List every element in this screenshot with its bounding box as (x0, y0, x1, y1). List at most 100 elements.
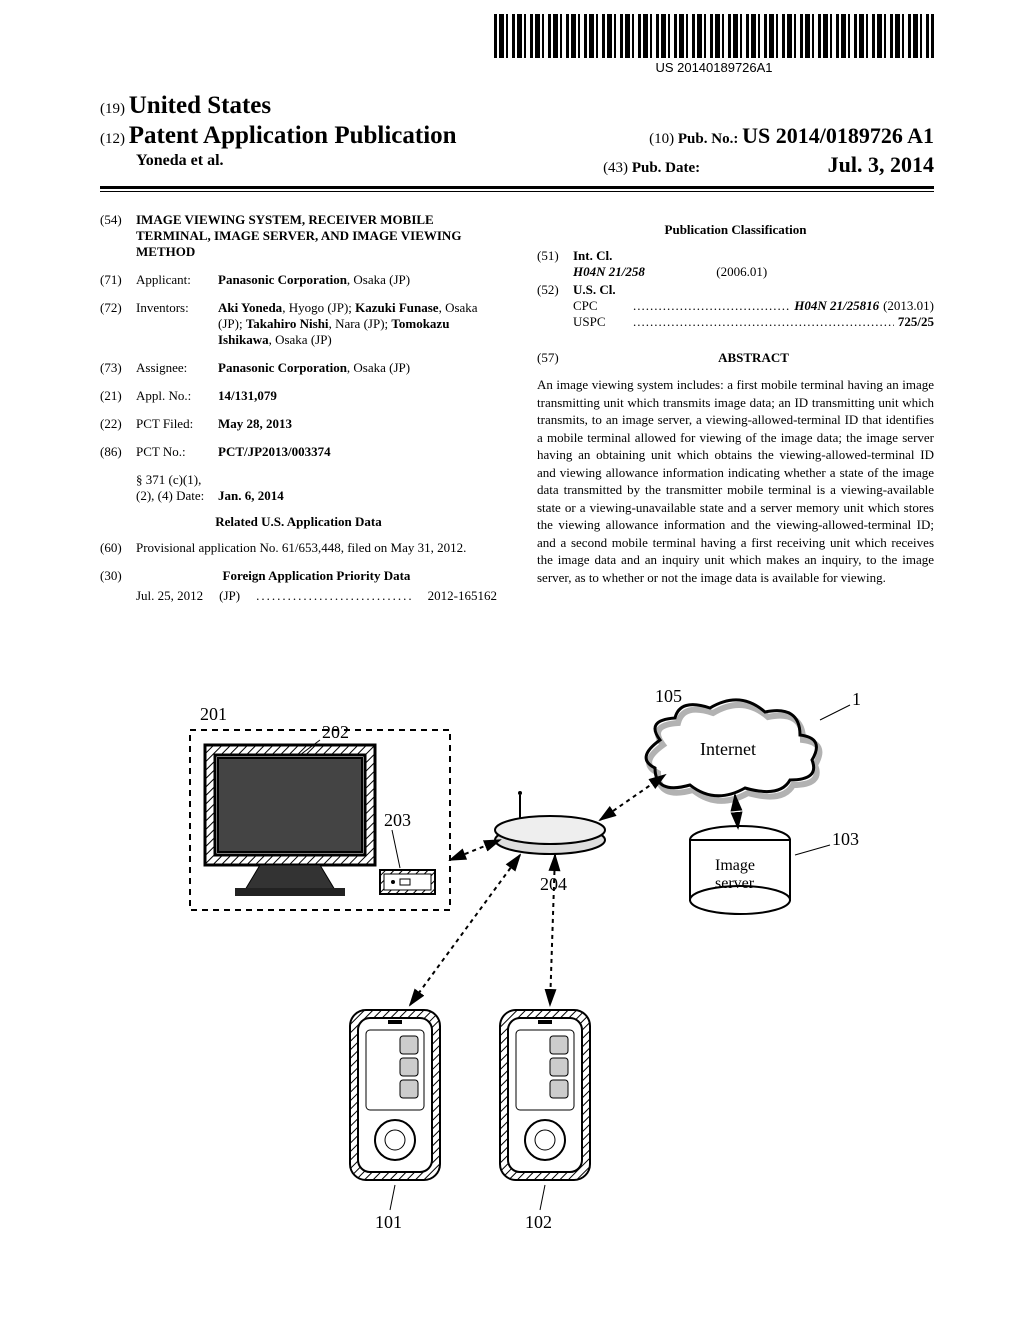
applno-label: Appl. No.: (136, 388, 218, 404)
document-header: (19) United States (12) Patent Applicati… (100, 92, 934, 192)
foreign-number: 2012-165162 (428, 588, 497, 604)
label-202: 202 (322, 722, 349, 742)
pubno-value: US 2014/0189726 A1 (742, 123, 934, 148)
country-code: (19) (100, 101, 125, 117)
foreign-country: (JP) (219, 588, 240, 604)
title-value: IMAGE VIEWING SYSTEM, RECEIVER MOBILE TE… (136, 212, 497, 260)
inventors-value: Aki Yoneda, Hyogo (JP); Kazuki Funase, O… (218, 300, 497, 348)
intcl-version: (2006.01) (716, 264, 767, 279)
bibliographic-columns: (54) IMAGE VIEWING SYSTEM, RECEIVER MOBI… (100, 212, 934, 604)
field-title: (54) IMAGE VIEWING SYSTEM, RECEIVER MOBI… (100, 212, 497, 260)
field-pctno: (86) PCT No.: PCT/JP2013/003374 (100, 444, 497, 460)
label-201: 201 (200, 704, 227, 724)
phone-icon-2 (500, 1010, 590, 1180)
abstract-heading-row: (57) ABSTRACT (537, 350, 934, 366)
field-foreign-heading: (30) Foreign Application Priority Data (100, 568, 497, 584)
field-applicant: (71) Applicant: Panasonic Corporation, O… (100, 272, 497, 288)
divider-thin (100, 191, 934, 192)
pubno-block: (10) Pub. No.: US 2014/0189726 A1 (649, 123, 934, 149)
assignee-value: Panasonic Corporation, Osaka (JP) (218, 360, 497, 376)
foreign-heading: Foreign Application Priority Data (136, 568, 497, 584)
provisional-text: Provisional application No. 61/653,448, … (136, 540, 497, 556)
barcode-graphic (494, 14, 934, 58)
pctfiled-code: (22) (100, 416, 136, 432)
left-column: (54) IMAGE VIEWING SYSTEM, RECEIVER MOBI… (100, 212, 497, 604)
label-203: 203 (384, 810, 411, 830)
label-server-1: Image (715, 857, 755, 874)
doc-kind-block: (12) Patent Application Publication (100, 122, 457, 150)
field-inventors: (72) Inventors: Aki Yoneda, Hyogo (JP); … (100, 300, 497, 348)
applno-value: 14/131,079 (218, 388, 497, 404)
s371-label: § 371 (c)(1), (2), (4) Date: (136, 472, 218, 504)
label-internet: Internet (700, 739, 756, 759)
field-pctfiled: (22) PCT Filed: May 28, 2013 (100, 416, 497, 432)
tv-icon (205, 745, 375, 896)
applno-code: (21) (100, 388, 136, 404)
field-applno: (21) Appl. No.: 14/131,079 (100, 388, 497, 404)
uscl-code: (52) (537, 282, 573, 330)
svg-text:server: server (715, 875, 755, 892)
pctno-label: PCT No.: (136, 444, 218, 460)
pubno-code: (10) (649, 131, 674, 147)
pctfiled-value: May 28, 2013 (218, 416, 497, 432)
intcl-class: H04N 21/258 (573, 264, 645, 279)
pubdate-value: Jul. 3, 2014 (828, 152, 934, 177)
pubdate-code: (43) (603, 160, 628, 176)
foreign-code: (30) (100, 568, 136, 584)
phone-icon-1 (350, 1010, 440, 1180)
applicant-value: Panasonic Corporation, Osaka (JP) (218, 272, 497, 288)
uscl-label: U.S. Cl. (573, 282, 616, 297)
assignee-label: Assignee: (136, 360, 218, 376)
header-country-row: (19) United States (100, 92, 934, 120)
cpc-row: CPC H04N 21/25816 (2013.01) (573, 298, 934, 314)
abstract-code: (57) (537, 350, 573, 366)
country-name: United States (129, 92, 271, 119)
field-intcl: (51) Int. Cl. H04N 21/258 (2006.01) (537, 248, 934, 280)
applicant-label: Applicant: (136, 272, 218, 288)
stb-icon (380, 870, 435, 894)
router-icon (495, 791, 605, 854)
inventor-short: Yoneda et al. (100, 152, 224, 178)
intcl-label: Int. Cl. (573, 248, 612, 263)
doc-kind-code: (12) (100, 131, 125, 147)
inventors-label: Inventors: (136, 300, 218, 348)
s371-date: Jan. 6, 2014 (218, 488, 497, 504)
label-101: 101 (375, 1212, 402, 1232)
barcode-block: US 20140189726A1 (494, 14, 934, 75)
leader-dots (256, 588, 412, 604)
intcl-code: (51) (537, 248, 573, 280)
provisional-code: (60) (100, 540, 136, 556)
uspc-row: USPC 725/25 (573, 314, 934, 330)
title-code: (54) (100, 212, 136, 260)
pctno-value: PCT/JP2013/003374 (218, 444, 497, 460)
pctno-code: (86) (100, 444, 136, 460)
related-heading: Related U.S. Application Data (100, 514, 497, 530)
uspc-label: USPC (573, 314, 633, 330)
figure-diagram: 201 202 203 204 Internet 105 1 Image (100, 680, 920, 1240)
pubdate-label: Pub. Date: (632, 160, 700, 176)
pubno-label: Pub. No.: (678, 131, 738, 147)
barcode-text: US 20140189726A1 (494, 60, 934, 75)
right-column: Publication Classification (51) Int. Cl.… (537, 212, 934, 604)
applicant-code: (71) (100, 272, 136, 288)
label-204: 204 (540, 874, 567, 894)
abstract-heading: ABSTRACT (718, 350, 789, 365)
foreign-date: Jul. 25, 2012 (136, 588, 203, 604)
assignee-code: (73) (100, 360, 136, 376)
label-103: 103 (832, 829, 859, 849)
abstract-text: An image viewing system includes: a firs… (537, 376, 934, 587)
pctfiled-label: PCT Filed: (136, 416, 218, 432)
inventors-code: (72) (100, 300, 136, 348)
label-1: 1 (852, 689, 861, 709)
field-s371: § 371 (c)(1), (2), (4) Date: Jan. 6, 201… (100, 472, 497, 504)
label-102: 102 (525, 1212, 552, 1232)
field-provisional: (60) Provisional application No. 61/653,… (100, 540, 497, 556)
doc-kind: Patent Application Publication (129, 122, 457, 149)
pubdate-block: (43) Pub. Date: Jul. 3, 2014 (603, 152, 934, 178)
label-105: 105 (655, 686, 682, 706)
foreign-priority-row: Jul. 25, 2012 (JP) 2012-165162 (100, 588, 497, 604)
field-uscl: (52) U.S. Cl. CPC H04N 21/25816 (2013.01… (537, 282, 934, 330)
classif-heading: Publication Classification (537, 222, 934, 238)
field-assignee: (73) Assignee: Panasonic Corporation, Os… (100, 360, 497, 376)
cpc-label: CPC (573, 298, 633, 314)
